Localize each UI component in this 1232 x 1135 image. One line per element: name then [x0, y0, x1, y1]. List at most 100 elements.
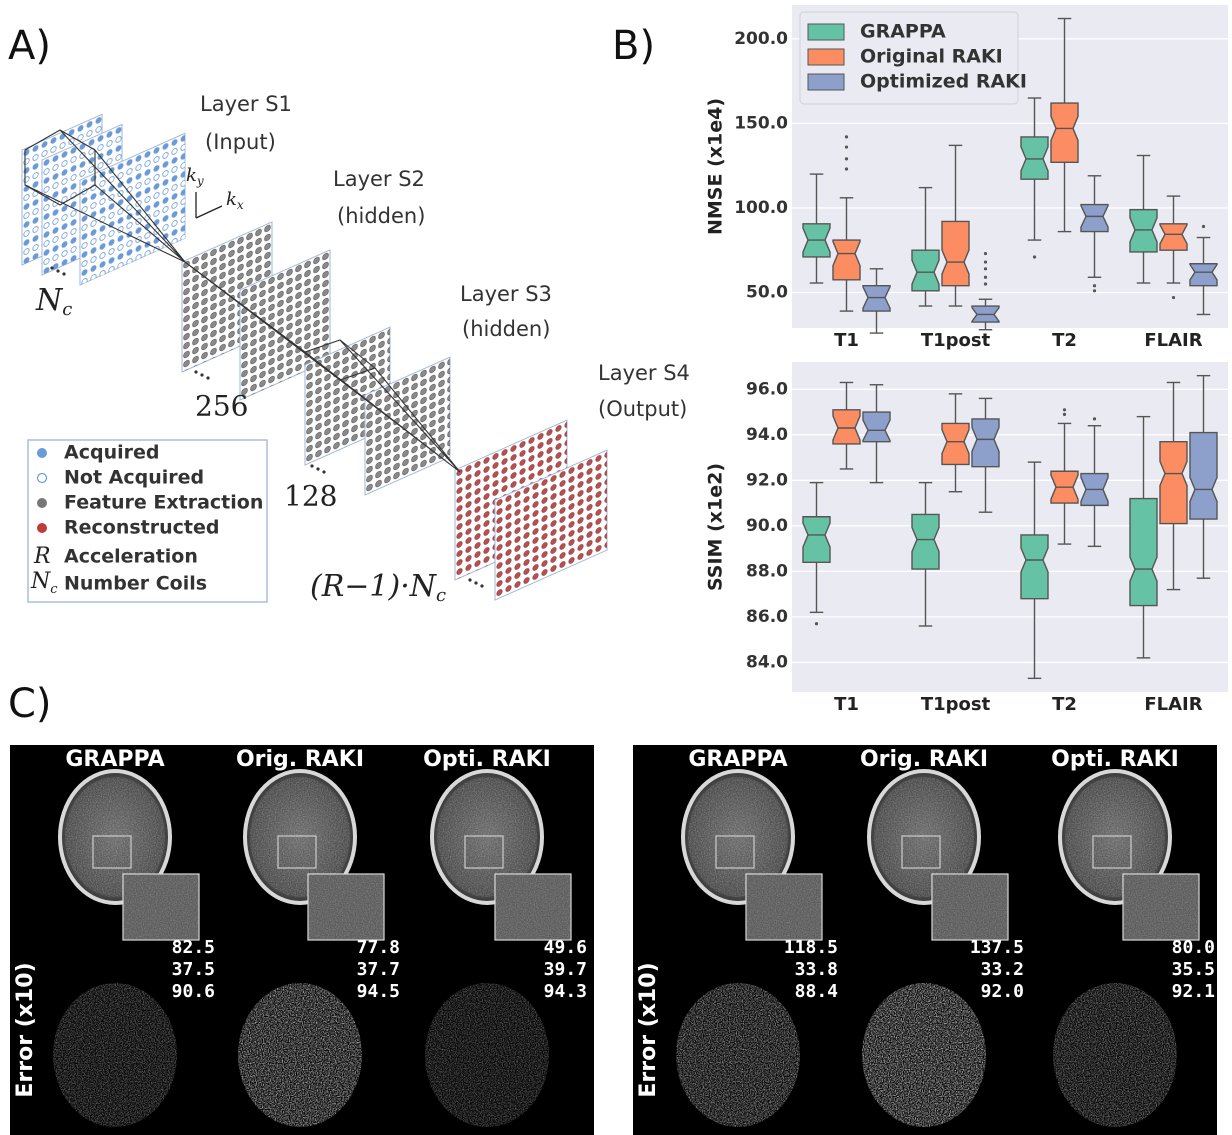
column-title: Opti. RAKI [1051, 747, 1179, 772]
x-tick-label: T1 [834, 330, 859, 351]
zoom-texture [496, 875, 570, 939]
legend-text: Number Coils [64, 573, 207, 595]
k-axes [196, 192, 222, 218]
y-tick-label: 150.0 [734, 113, 788, 133]
x-tick-label: T1post [921, 330, 991, 351]
metric-value: 92.1 [1172, 981, 1215, 1002]
x-tick-label: T2 [1052, 330, 1077, 351]
size-label: 256 [195, 390, 248, 423]
box [1190, 433, 1217, 519]
y-tick-label: 90.0 [746, 516, 788, 536]
size-sub: c [436, 585, 446, 606]
size-sub: c [62, 299, 72, 320]
outlier [984, 276, 987, 279]
outlier [1093, 284, 1096, 287]
box [942, 423, 969, 464]
y-tick-label: 50.0 [746, 282, 788, 302]
column-title: Orig. RAKI [236, 747, 364, 772]
axis-sub: x [237, 198, 244, 212]
layer-title: Layer S4 [598, 361, 690, 385]
legend-symbol: R [33, 544, 51, 569]
metric-value: 37.5 [172, 959, 215, 980]
axis-label: ky [186, 165, 204, 188]
box [912, 514, 939, 569]
column-title: GRAPPA [688, 747, 787, 772]
legend-symbol-base: N [30, 569, 51, 594]
metric-value: 80.0 [1172, 937, 1215, 958]
legend-label: GRAPPA [860, 21, 946, 43]
legend-label: Optimized RAKI [860, 71, 1027, 93]
outlier [984, 252, 987, 255]
metric-value: 94.3 [544, 981, 587, 1002]
layer-role: (Input) [205, 130, 276, 154]
zoom-texture [933, 875, 1007, 939]
box [1021, 137, 1048, 179]
panel-label: A) [8, 23, 51, 69]
legend-dot [37, 523, 47, 533]
outlier [845, 167, 848, 170]
column-title: Orig. RAKI [860, 747, 988, 772]
y-tick-label: 92.0 [746, 470, 788, 490]
box [1130, 499, 1157, 606]
y-tick-label: 86.0 [746, 607, 788, 627]
legend-swatch [808, 49, 844, 65]
image-group: Error (x10)GRAPPA118.533.888.4Orig. RAKI… [633, 745, 1217, 1135]
legend-text: Not Acquired [64, 467, 204, 489]
y-tick-label: 100.0 [734, 198, 788, 218]
box [1130, 210, 1157, 252]
box [1160, 442, 1187, 524]
size-base: N [35, 283, 64, 318]
box [1021, 535, 1048, 599]
error-label: Error (x10) [636, 962, 661, 1097]
box [863, 412, 890, 442]
error-image [53, 983, 177, 1127]
outlier [845, 145, 848, 148]
box [912, 250, 939, 291]
x-tick-label: FLAIR [1144, 694, 1202, 715]
layer-title: Layer S1 [200, 92, 292, 116]
error-label: Error (x10) [13, 962, 38, 1097]
box [833, 410, 860, 444]
outlier [1063, 408, 1066, 411]
zoom-texture [747, 875, 821, 939]
metric-value: 39.7 [544, 959, 587, 980]
panel-label: B) [612, 23, 655, 69]
y-axis-label: SSIM (x1e2) [705, 463, 727, 591]
size-label: Nc [35, 283, 72, 320]
metric-value: 37.7 [357, 959, 400, 980]
box [1081, 205, 1108, 232]
outlier [984, 260, 987, 263]
box [1051, 103, 1078, 162]
size-label: 128 [284, 480, 337, 513]
metric-value: 82.5 [172, 937, 215, 958]
size-label: (R−1)·Nc [310, 569, 446, 606]
outlier [984, 267, 987, 270]
panel-label: C) [8, 681, 52, 727]
layer-role: (hidden) [462, 317, 550, 341]
outlier [1093, 289, 1096, 292]
legend-swatch [808, 24, 844, 40]
layer-title: Layer S3 [460, 282, 552, 306]
metric-value: 49.6 [544, 937, 587, 958]
box [803, 517, 830, 563]
y-tick-label: 88.0 [746, 561, 788, 581]
figure: A) Layer S1 (Input) Layer S2 (hidden) La… [0, 0, 1232, 1135]
error-image [1053, 983, 1177, 1127]
metric-value: 88.4 [795, 981, 839, 1002]
box-chart: 84.086.088.090.092.094.096.0SSIM (x1e2)T… [705, 362, 1229, 715]
layer-role: (hidden) [337, 204, 425, 228]
outlier [815, 622, 818, 625]
legend-text: Acquired [64, 442, 159, 464]
error-image [238, 983, 362, 1127]
box [972, 419, 999, 467]
error-image [862, 983, 986, 1127]
size-base: (R−1)·N [310, 569, 438, 604]
box [942, 221, 969, 285]
legend-label: Original RAKI [860, 46, 1003, 68]
column-title: Opti. RAKI [423, 747, 551, 772]
metric-value: 35.5 [1172, 959, 1215, 980]
legend-text: Acceleration [64, 546, 198, 568]
outlier [1202, 225, 1205, 228]
